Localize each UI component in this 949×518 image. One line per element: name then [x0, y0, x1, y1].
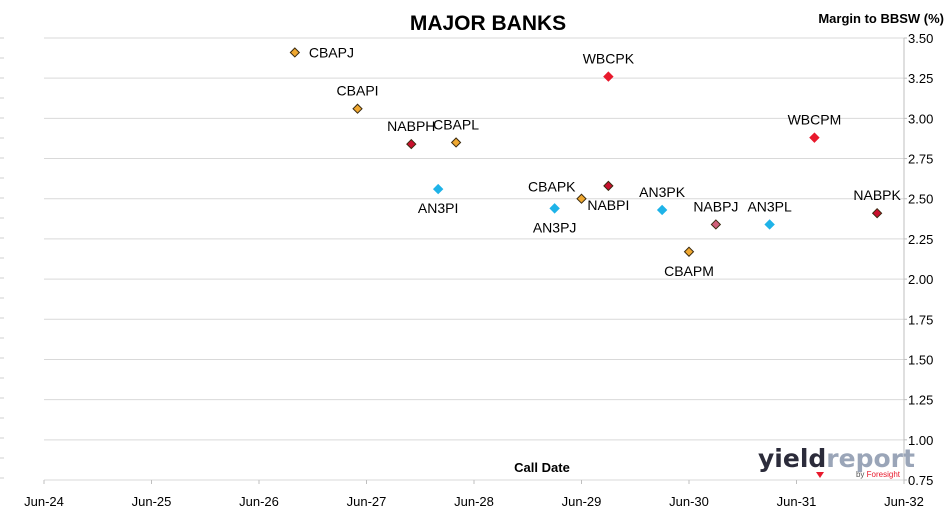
point-label-cbapj: CBAPJ: [309, 44, 354, 60]
data-point-nabpj: [710, 219, 722, 230]
y-tick-label: 3.25: [908, 71, 933, 86]
svg-text:yieldreport: yieldreport: [758, 444, 915, 473]
logo-byline-by: by: [856, 470, 867, 479]
data-point-nabph: [406, 138, 417, 150]
x-tick-label: Jun-32: [884, 494, 924, 509]
point-label-nabph: NABPH: [387, 118, 435, 134]
y-tick-label: 1.25: [908, 393, 933, 408]
x-tick-label: Jun-29: [562, 494, 602, 509]
data-point-cbapj: [289, 47, 301, 58]
point-label-nabpk: NABPK: [853, 187, 901, 203]
data-point-cbapm: [683, 246, 695, 257]
point-label-wbcpk: WBCPK: [583, 51, 635, 67]
point-label-cbapk: CBAPK: [528, 179, 576, 195]
y-tick-label: 1.50: [908, 352, 933, 367]
x-tick-label: Jun-31: [777, 494, 817, 509]
data-point-an3pl: [764, 219, 775, 230]
data-point-cbapi: [352, 103, 363, 114]
data-point-cbapk: [576, 193, 587, 204]
logo-triangle-icon: [816, 472, 824, 478]
x-tick-label: Jun-25: [132, 494, 172, 509]
data-point-an3pi: [432, 183, 444, 195]
data-point-an3pk: [656, 204, 668, 216]
y-tick-label: 2.50: [908, 192, 933, 207]
x-tick-label: Jun-24: [24, 494, 64, 509]
x-tick-label: Jun-27: [347, 494, 387, 509]
point-label-an3pl: AN3PL: [747, 198, 792, 214]
data-point-wbcpm: [809, 132, 820, 143]
logo-word-report: report: [826, 444, 915, 473]
data-point-nabpk: [871, 207, 883, 219]
grid-layer: [44, 37, 904, 481]
y-tick-label: 2.00: [908, 272, 933, 287]
x-tick-label: Jun-30: [669, 494, 709, 509]
data-point-nabpi: [603, 180, 614, 192]
svg-text:by Foresight: by Foresight: [856, 470, 901, 479]
axis-layer: 0.75 1.00 1.25 1.50 1.75 2.00 2.25 2.50 2.75 3.00…: [0, 31, 933, 509]
logo-byline-foresight: Foresight: [867, 470, 901, 479]
x-tick-label: Jun-28: [454, 494, 494, 509]
points-layer: [289, 47, 883, 257]
y-tick-label: 2.75: [908, 152, 933, 167]
y-tick-label: 1.00: [908, 433, 933, 448]
data-point-cbapl: [450, 137, 462, 148]
y-tick-label: 1.75: [908, 312, 933, 327]
y-tick-label: 0.75: [908, 473, 933, 488]
point-label-nabpj: NABPJ: [693, 198, 738, 214]
point-label-nabpi: NABPI: [587, 197, 629, 213]
point-label-cbapl: CBAPL: [433, 116, 479, 132]
x-tick-label: Jun-26: [239, 494, 279, 509]
x-axis-label: Call Date: [514, 460, 570, 475]
chart-title: MAJOR BANKS: [410, 12, 566, 35]
point-label-an3pk: AN3PK: [639, 184, 686, 200]
point-label-an3pi: AN3PI: [418, 200, 458, 216]
logo-word-yield: yield: [758, 444, 826, 473]
point-label-cbapi: CBAPI: [337, 83, 379, 99]
y-axis-label: Margin to BBSW (%): [818, 11, 944, 26]
point-label-wbcpm: WBCPM: [788, 112, 842, 128]
y-tick-label: 3.00: [908, 111, 933, 126]
y-tick-label: 3.50: [908, 31, 933, 46]
yieldreport-logo: yieldreport by Foresight: [758, 444, 915, 479]
y-tick-label: 2.25: [908, 232, 933, 247]
data-point-an3pj: [549, 203, 560, 214]
point-label-an3pj: AN3PJ: [533, 219, 577, 235]
point-label-cbapm: CBAPM: [664, 263, 714, 279]
data-point-wbcpk: [603, 71, 614, 82]
